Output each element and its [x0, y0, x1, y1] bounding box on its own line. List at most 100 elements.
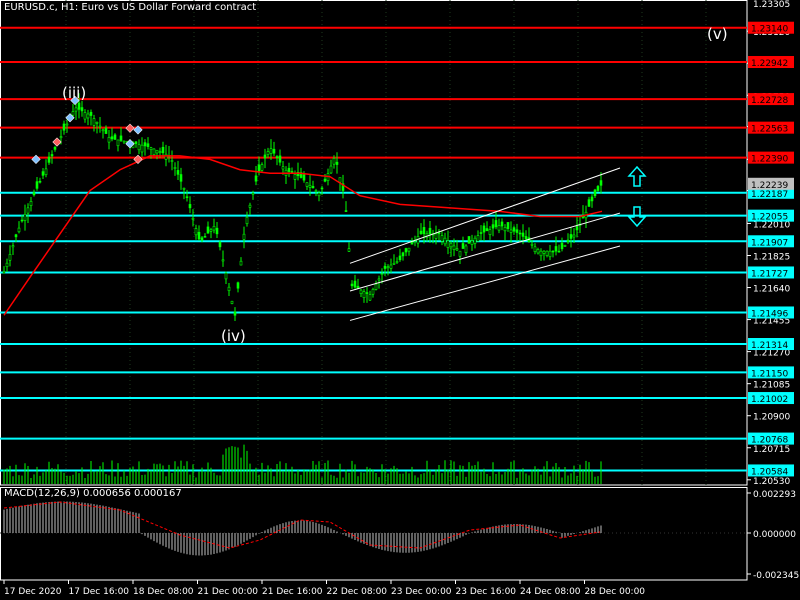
candle-body — [305, 182, 309, 187]
time-axis-label: 17 Dec 16:00 — [69, 587, 130, 597]
candle-body — [155, 149, 159, 154]
candle-body — [461, 243, 465, 249]
up-arrow-icon[interactable] — [627, 165, 647, 187]
candle-body — [536, 249, 540, 254]
candle-body — [80, 107, 84, 112]
level-tag-label: 1.21002 — [751, 395, 788, 405]
candle-body — [59, 136, 63, 139]
time-axis-label: 23 Dec 16:00 — [456, 587, 517, 597]
macd-pane-frame — [0, 487, 748, 581]
level-tag-bg — [748, 121, 794, 134]
candle-body — [110, 136, 114, 140]
macd-title: MACD(12,26,9) 0.000656 0.000167 — [4, 488, 182, 499]
time-axis-label: 24 Dec 08:00 — [520, 587, 581, 597]
candle-body — [542, 250, 546, 254]
candle-body — [365, 292, 369, 294]
candle-body — [302, 174, 306, 181]
candle-body — [479, 232, 483, 234]
candle-body — [329, 165, 333, 174]
candle-body — [593, 189, 597, 197]
candle-body — [338, 177, 342, 183]
price-scale-label: 1.20715 — [753, 445, 790, 455]
moving-average-line — [3, 155, 603, 316]
candle-body — [203, 236, 207, 238]
candle-body — [353, 280, 357, 288]
candle-body — [428, 227, 432, 235]
candle-body — [77, 102, 81, 110]
time-axis-label: 18 Dec 08:00 — [133, 587, 194, 597]
candle-body — [245, 216, 249, 225]
candle-body — [566, 239, 570, 243]
candle-body — [374, 283, 378, 290]
level-tag-bg — [748, 266, 794, 279]
candle-body — [263, 154, 267, 159]
candle-body — [548, 250, 552, 258]
candle-body — [464, 245, 468, 253]
candle-body — [395, 261, 399, 263]
time-axis-label: 21 Dec 16:00 — [262, 587, 323, 597]
candle-body — [569, 234, 573, 239]
level-tag-bg — [748, 464, 794, 477]
candle-body — [257, 164, 261, 172]
candle-body — [341, 183, 345, 191]
candle-body — [170, 160, 174, 162]
candle-body — [308, 185, 312, 188]
wave-label-iv: (iv) — [221, 327, 246, 345]
candle-body — [497, 225, 501, 231]
down-arrow-icon[interactable] — [627, 206, 647, 228]
chart-title: EURUSD.c, H1: Euro vs US Dollar Forward … — [4, 2, 257, 13]
candle-body — [239, 260, 243, 266]
price-scale-label: 1.21270 — [753, 349, 790, 359]
candle-body — [422, 227, 426, 235]
candle-body — [587, 199, 591, 207]
price-scale-label: 1.20900 — [753, 413, 790, 423]
candle-body — [392, 262, 396, 265]
candle-body — [266, 151, 270, 155]
candle-body — [407, 247, 411, 252]
candle-body — [530, 243, 534, 246]
candle-body — [134, 141, 138, 144]
candle-body — [221, 259, 225, 262]
candle-body — [371, 288, 375, 295]
channel-mid-line[interactable] — [349, 212, 621, 292]
level-tag-bg — [748, 56, 794, 69]
level-tag-label: 1.22728 — [751, 96, 788, 106]
candle-body — [2, 271, 6, 274]
level-tag-bg — [748, 186, 794, 199]
candle-body — [71, 111, 75, 116]
candle-body — [377, 278, 381, 281]
candle-body — [500, 221, 504, 227]
time-axis-label: 28 Dec 00:00 — [585, 587, 646, 597]
candle-body — [35, 181, 39, 189]
time-axis-label: 17 Dec 2020 — [4, 587, 62, 597]
candle-body — [164, 153, 168, 160]
candle-body — [233, 311, 237, 316]
candle-body — [533, 246, 537, 252]
level-tag-bg — [748, 432, 794, 445]
candle-body — [485, 228, 489, 232]
candle-body — [350, 283, 354, 287]
candle-body — [590, 196, 594, 202]
candle-body — [437, 232, 441, 235]
candle-body — [242, 233, 246, 240]
candle-body — [446, 240, 450, 248]
main-pane-frame — [0, 0, 748, 486]
channel-lower-line[interactable] — [349, 245, 621, 321]
current-price-label: 1.22239 — [751, 181, 788, 191]
candle-body — [362, 291, 366, 299]
candle-body — [560, 242, 564, 250]
candle-body — [467, 236, 471, 244]
candle-body — [452, 245, 456, 250]
channel-upper-line[interactable] — [349, 167, 621, 264]
candle-body — [491, 224, 495, 229]
candle-body — [74, 107, 78, 112]
candle-body — [521, 232, 525, 237]
price-scale-label: 1.21640 — [753, 285, 790, 295]
candle-body — [380, 273, 384, 275]
candle-body — [158, 151, 162, 153]
macd-signal-line — [3, 501, 601, 549]
candle-body — [398, 255, 402, 261]
time-axis-label: 21 Dec 00:00 — [198, 587, 259, 597]
candle-body — [107, 137, 111, 143]
